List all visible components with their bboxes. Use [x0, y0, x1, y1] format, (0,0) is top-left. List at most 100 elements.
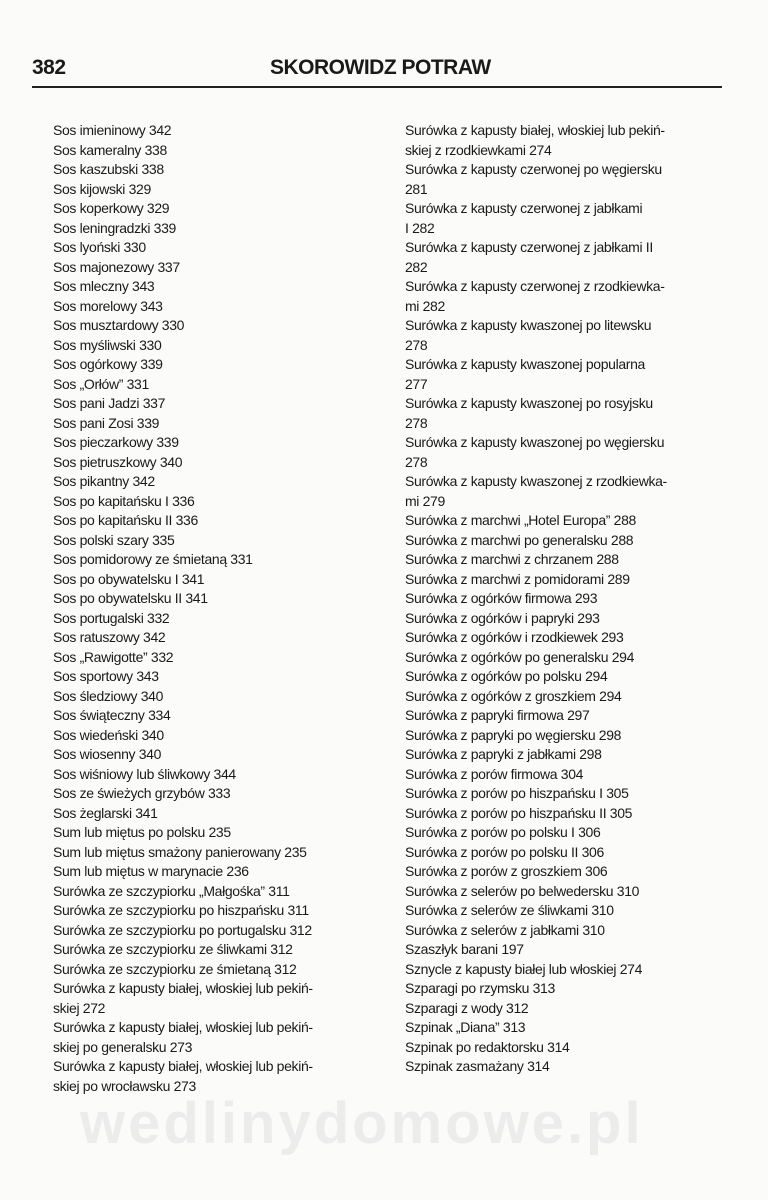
- index-entry-line: Surówka z porów po hiszpańsku I 305: [405, 785, 629, 801]
- index-entry-line: Sos koperkowy 329: [53, 200, 170, 216]
- index-entry-line: Surówka z porów firmowa 304: [405, 765, 584, 782]
- index-entry: Sos wiśniowy lub śliwkowy 344: [53, 765, 393, 785]
- index-entry: Surówka z porów po hiszpańsku I 305: [405, 784, 730, 804]
- index-entry: Surówka z marchwi z chrzanem 288: [405, 550, 730, 570]
- index-entry: Surówka ze szczypiorku ze śliwkami 312: [53, 940, 393, 960]
- index-entry: Sos morelowy 343: [53, 297, 393, 317]
- index-entry-line: Surówka z kapusty białej, włoskiej lub p…: [405, 122, 665, 138]
- index-entry-line: Sos musztardowy 330: [53, 317, 185, 333]
- index-entry-line: Surówka ze szczypiorku po hiszpańsku 311: [53, 902, 309, 918]
- index-entry-line: Sum lub miętus po polsku 235: [53, 824, 231, 840]
- index-entry: Sos pieczarkowy 339: [53, 433, 393, 453]
- index-entry: Sos myśliwski 330: [53, 336, 393, 356]
- index-entry-line: Sos imieninowy 342: [53, 122, 172, 138]
- index-entry-line: Sos leningradzki 339: [53, 219, 176, 236]
- index-entry-line: Surówka z kapusty kwaszonej po litewsku: [405, 317, 652, 333]
- index-entry-line: Surówka z selerów z jabłkami 310: [405, 921, 605, 938]
- index-entry-line: Surówka ze szczypiorku ze śliwkami 312: [53, 941, 293, 957]
- index-entry: Sos pani Jadzi 337: [53, 394, 393, 414]
- index-entry: Sum lub miętus w marynacie 236: [53, 862, 393, 882]
- index-entry-line: Surówka z kapusty kwaszonej po węgiersku: [405, 434, 665, 450]
- index-entry: Surówka z kapusty kwaszonej po węgiersku…: [405, 433, 730, 472]
- index-entry-line: Sos po kapitańsku II 336: [53, 512, 198, 528]
- index-entry: Sos „Orłów” 331: [53, 375, 393, 395]
- index-entry: Sos lyoński 330: [53, 238, 393, 258]
- index-entry-line: Sum lub miętus smażony panierowany 235: [53, 843, 307, 860]
- index-entry-line: Surówka z kapusty białej, włoskiej lub p…: [53, 980, 313, 996]
- index-entry: Surówka z ogórków firmowa 293: [405, 589, 730, 609]
- index-entry: Sos polski szary 335: [53, 531, 393, 551]
- index-entry: Sos wiosenny 340: [53, 745, 393, 765]
- index-entry-line: Surówka z ogórków i papryki 293: [405, 609, 600, 626]
- index-entry-line: skiej z rzodkiewkami 274: [405, 141, 552, 158]
- index-entry-line: Sos lyoński 330: [53, 239, 146, 255]
- index-entry-line: Sos po kapitańsku I 336: [53, 492, 195, 509]
- index-entry-line: 277: [405, 375, 428, 392]
- index-entry: Surówka ze szczypiorku po portugalsku 31…: [53, 921, 393, 941]
- index-entry: Surówka z kapusty kwaszonej po rosyjsku 2…: [405, 394, 730, 433]
- index-entry: Szparagi po rzymsku 313: [405, 979, 730, 999]
- index-entry-line: 278: [405, 414, 428, 431]
- index-entry-line: Surówka z ogórków po polsku 294: [405, 668, 608, 684]
- index-entry: Sos portugalski 332: [53, 609, 393, 629]
- index-entry-line: skiej po wrocławsku 273: [53, 1077, 196, 1094]
- index-entry: Surówka z kapusty białej, włoskiej lub p…: [53, 1018, 393, 1057]
- index-entry: Sos po kapitańsku II 336: [53, 511, 393, 531]
- index-entry: Sos musztardowy 330: [53, 316, 393, 336]
- index-entry-line: Surówka z ogórków z groszkiem 294: [405, 687, 622, 704]
- index-entry: Surówka z ogórków i papryki 293: [405, 609, 730, 629]
- index-entry-line: Szparagi z wody 312: [405, 999, 529, 1016]
- index-entry: Sos mleczny 343: [53, 277, 393, 297]
- index-entry: Sos koperkowy 329: [53, 199, 393, 219]
- index-entry: Surówka z kapusty kwaszonej po litewsku 2…: [405, 316, 730, 355]
- index-entry: Sos ratuszowy 342: [53, 628, 393, 648]
- index-entry: Surówka z papryki po węgiersku 298: [405, 726, 730, 746]
- index-entry-line: Sos „Orłów” 331: [53, 375, 149, 392]
- index-entry: Surówka z selerów z jabłkami 310: [405, 921, 730, 941]
- index-entry-line: Sos portugalski 332: [53, 609, 170, 626]
- index-entry: Surówka z kapusty kwaszonej z rzodkiewka…: [405, 472, 730, 511]
- index-entry-line: Sos pietruszkowy 340: [53, 453, 183, 470]
- index-entry: Surówka ze szczypiorku „Małgośka” 311: [53, 882, 393, 902]
- index-column-right: Surówka z kapusty białej, włoskiej lub p…: [405, 121, 730, 1077]
- index-entry-line: Surówka z ogórków firmowa 293: [405, 590, 598, 606]
- index-entry-line: Sos śledziowy 340: [53, 687, 164, 704]
- index-entry: Surówka z ogórków po generalsku 294: [405, 648, 730, 668]
- index-entry-line: Sos po obywatelsku I 341: [53, 570, 205, 587]
- index-entry: Sos po kapitańsku I 336: [53, 492, 393, 512]
- index-entry: Surówka z kapusty białej, włoskiej lub p…: [405, 121, 730, 160]
- index-entry: Sos pikantny 342: [53, 472, 393, 492]
- index-entry: Surówka z kapusty kwaszonej popularna 277: [405, 355, 730, 394]
- index-entry: Sos wiedeński 340: [53, 726, 393, 746]
- index-entry-line: Surówka ze szczypiorku „Małgośka” 311: [53, 882, 290, 899]
- index-entry-line: Sos kameralny 338: [53, 141, 167, 158]
- index-entry: Surówka ze szczypiorku po hiszpańsku 311: [53, 901, 393, 921]
- index-entry-line: mi 282: [405, 297, 445, 314]
- index-entry: Sos po obywatelsku II 341: [53, 589, 393, 609]
- index-entry: Sos pomidorowy ze śmietaną 331: [53, 550, 393, 570]
- watermark: wedlinydomowe.pl: [80, 1091, 644, 1156]
- index-entry: Szpinak „Diana” 313: [405, 1018, 730, 1038]
- index-entry-line: Surówka z selerów po belwedersku 310: [405, 882, 640, 899]
- index-entry: Sum lub miętus smażony panierowany 235: [53, 843, 393, 863]
- index-entry-line: Surówka z kapusty czerwonej z jabłkami: [405, 200, 643, 216]
- index-entry-line: Surówka z marchwi po generalsku 288: [405, 531, 634, 548]
- index-entry-line: 281: [405, 180, 428, 197]
- index-entry: Sos pietruszkowy 340: [53, 453, 393, 473]
- index-entry-line: Surówka z ogórków po generalsku 294: [405, 648, 635, 665]
- index-entry: Sos kijowski 329: [53, 180, 393, 200]
- index-entry: Sznycle z kapusty białej lub włoskiej 27…: [405, 960, 730, 980]
- index-entry: Surówka z porów po polsku I 306: [405, 823, 730, 843]
- index-entry-line: Sos mleczny 343: [53, 278, 155, 294]
- index-entry-line: Sum lub miętus w marynacie 236: [53, 863, 249, 879]
- index-entry-line: Surówka z porów z groszkiem 306: [405, 863, 608, 879]
- index-entry-line: Surówka z ogórków i rzodkiewek 293: [405, 629, 624, 645]
- index-entry-line: Sos wiśniowy lub śliwkowy 344: [53, 765, 236, 782]
- index-entry: Surówka z porów po polsku II 306: [405, 843, 730, 863]
- index-entry-line: Surówka z kapusty kwaszonej po rosyjsku: [405, 395, 653, 411]
- index-entry: Surówka z porów po hiszpańsku II 305: [405, 804, 730, 824]
- index-entry-line: Sos kijowski 329: [53, 180, 151, 197]
- index-entry-line: Surówka z marchwi z chrzanem 288: [405, 551, 619, 567]
- index-entry-line: Surówka z porów po hiszpańsku II 305: [405, 804, 633, 821]
- index-entry: Surówka z selerów po belwedersku 310: [405, 882, 730, 902]
